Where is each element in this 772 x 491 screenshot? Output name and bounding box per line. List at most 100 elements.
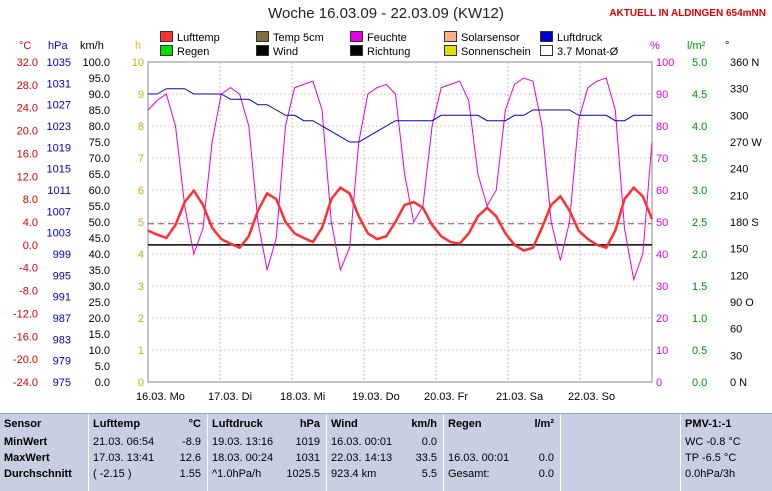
- direction-tick-label: 300: [730, 110, 748, 122]
- legend-label: Regen: [177, 46, 210, 58]
- column-header: Lufttemp °C: [93, 418, 201, 430]
- rain-tick-label: 2.5: [692, 217, 707, 229]
- legend-swatch: [350, 45, 363, 56]
- row-label-min: MinWert: [4, 436, 48, 448]
- table-row: TP -6.5 °C: [685, 452, 737, 464]
- humidity-tick-label: 50: [656, 217, 668, 229]
- legend-feuchte: Feuchte: [350, 31, 407, 44]
- temp-tick-label: -16.0: [13, 331, 38, 343]
- wind-tick-label: 65.0: [89, 169, 110, 181]
- direction-tick-label: 30: [730, 350, 742, 362]
- wind-tick-label: 85.0: [89, 105, 110, 117]
- legend-swatch: [160, 31, 173, 42]
- humidity-unit-label: %: [650, 40, 660, 52]
- temp-tick-label: -12.0: [13, 308, 38, 320]
- wind-tick-label: 55.0: [89, 201, 110, 213]
- column-header: Sensor: [4, 418, 42, 430]
- temp-tick-label: -20.0: [13, 354, 38, 366]
- humidity-tick-label: 80: [656, 121, 668, 133]
- humidity-tick-label: 20: [656, 313, 668, 325]
- legend-swatch: [444, 31, 457, 42]
- legend-swatch: [540, 45, 553, 56]
- temp-tick-label: 16.0: [17, 148, 38, 160]
- legend-swatch: [256, 31, 269, 42]
- sunshine-unit-label: h: [135, 40, 142, 52]
- pressure-tick-label: 987: [53, 313, 71, 325]
- wind-tick-label: 45.0: [89, 233, 110, 245]
- sunshine-tick-label: 7: [138, 153, 144, 165]
- direction-unit-label: °: [725, 40, 730, 52]
- day-tick-label: 21.03. Sa: [496, 391, 544, 403]
- statistics-table: Sensor MinWert MaxWert Durchschnitt Luft…: [0, 413, 772, 491]
- legend-swatch: [350, 31, 363, 42]
- wind-tick-label: 0.0: [95, 377, 110, 389]
- direction-tick-label: 120: [730, 270, 748, 282]
- temp-tick-label: 20.0: [17, 126, 38, 138]
- column-header: Wind km/h: [331, 418, 437, 430]
- legend-label: Temp 5cm: [273, 32, 324, 44]
- pressure-tick-label: 1011: [47, 185, 71, 197]
- temp-tick-label: -24.0: [13, 377, 38, 389]
- rain-tick-label: 1.5: [692, 281, 707, 293]
- table-row: WC -0.8 °C: [685, 436, 741, 448]
- sunshine-tick-label: 1: [138, 345, 144, 357]
- rain-tick-label: 4.5: [692, 89, 707, 101]
- table-row: 16.03. 00:01 0.0: [448, 452, 554, 464]
- pressure-line: [148, 88, 652, 143]
- table-row: 17.03. 13:41 12.6: [93, 452, 201, 464]
- chart-title: Woche 16.03.09 - 22.03.09 (KW12): [268, 5, 504, 22]
- temp-tick-label: 8.0: [23, 194, 38, 206]
- sunshine-tick-label: 9: [138, 89, 144, 101]
- rain-tick-label: 0.5: [692, 345, 707, 357]
- table-row: ^1.0hPa/h 1025.5: [212, 468, 320, 480]
- legend-label: Sonnenschein: [461, 46, 531, 58]
- legend-monthavg: 3.7 Monat-Ø: [540, 45, 618, 58]
- direction-tick-label: 90 O: [730, 297, 754, 309]
- sunshine-tick-label: 6: [138, 185, 144, 197]
- pressure-tick-label: 975: [53, 377, 71, 389]
- pressure-tick-label: 1023: [47, 121, 71, 133]
- wind-tick-label: 70.0: [89, 153, 110, 165]
- live-location-label[interactable]: AKTUELL IN ALDINGEN 654mNN: [609, 8, 766, 19]
- legend-label: Luftdruck: [557, 32, 603, 44]
- day-tick-label: 16.03. Mo: [136, 391, 185, 403]
- wind-tick-label: 10.0: [89, 345, 110, 357]
- humidity-tick-label: 90: [656, 89, 668, 101]
- row-label-avg: Durchschnitt: [4, 468, 72, 480]
- pressure-tick-label: 1007: [47, 206, 71, 218]
- pressure-tick-label: 983: [53, 334, 71, 346]
- humidity-tick-label: 40: [656, 249, 668, 261]
- legend-luftdruck: Luftdruck: [540, 31, 602, 44]
- luftdruck-column: Luftdruck hPa 19.03. 13:16 1019 18.03. 00:…: [207, 414, 324, 491]
- rain-tick-label: 3.5: [692, 153, 707, 165]
- table-row: 18.03. 00:24 1031: [212, 452, 320, 464]
- humidity-line: [147, 77, 653, 282]
- rain-tick-label: 0.0: [692, 377, 707, 389]
- pressure-tick-label: 979: [53, 356, 71, 368]
- temp-tick-label: -4.0: [19, 263, 38, 275]
- table-row: Gesamt: 0.0: [448, 468, 554, 480]
- table-row: 16.03. 00:01 0.0: [331, 436, 437, 448]
- table-row: 0.0hPa/3h: [685, 468, 736, 480]
- wind-tick-label: 20.0: [89, 313, 110, 325]
- day-tick-label: 20.03. Fr: [424, 391, 468, 403]
- direction-tick-label: 330: [730, 84, 748, 96]
- humidity-tick-label: 0: [656, 377, 662, 389]
- sunshine-tick-label: 8: [138, 121, 144, 133]
- humidity-tick-label: 100: [656, 57, 674, 69]
- sensor-column: Sensor MinWert MaxWert Durchschnitt: [0, 414, 86, 491]
- direction-tick-label: 0 N: [730, 377, 747, 389]
- wind-tick-label: 90.0: [89, 89, 110, 101]
- humidity-tick-label: 10: [656, 345, 668, 357]
- temp-tick-label: 4.0: [23, 217, 38, 229]
- column-header: Luftdruck hPa: [212, 418, 320, 430]
- wind-column: Wind km/h 16.03. 00:01 0.0 22.03. 14:13 33.…: [326, 414, 441, 491]
- legend-label: Richtung: [367, 46, 411, 58]
- legend-swatch: [444, 45, 457, 56]
- column-header: PMV-1:-1: [685, 418, 732, 430]
- legend-richtung: Richtung: [350, 45, 410, 58]
- legend-regen: Regen: [160, 45, 209, 58]
- legend-temp5cm: Temp 5cm: [256, 31, 324, 44]
- wind-tick-label: 100.0: [82, 57, 110, 69]
- legend-swatch: [160, 45, 173, 56]
